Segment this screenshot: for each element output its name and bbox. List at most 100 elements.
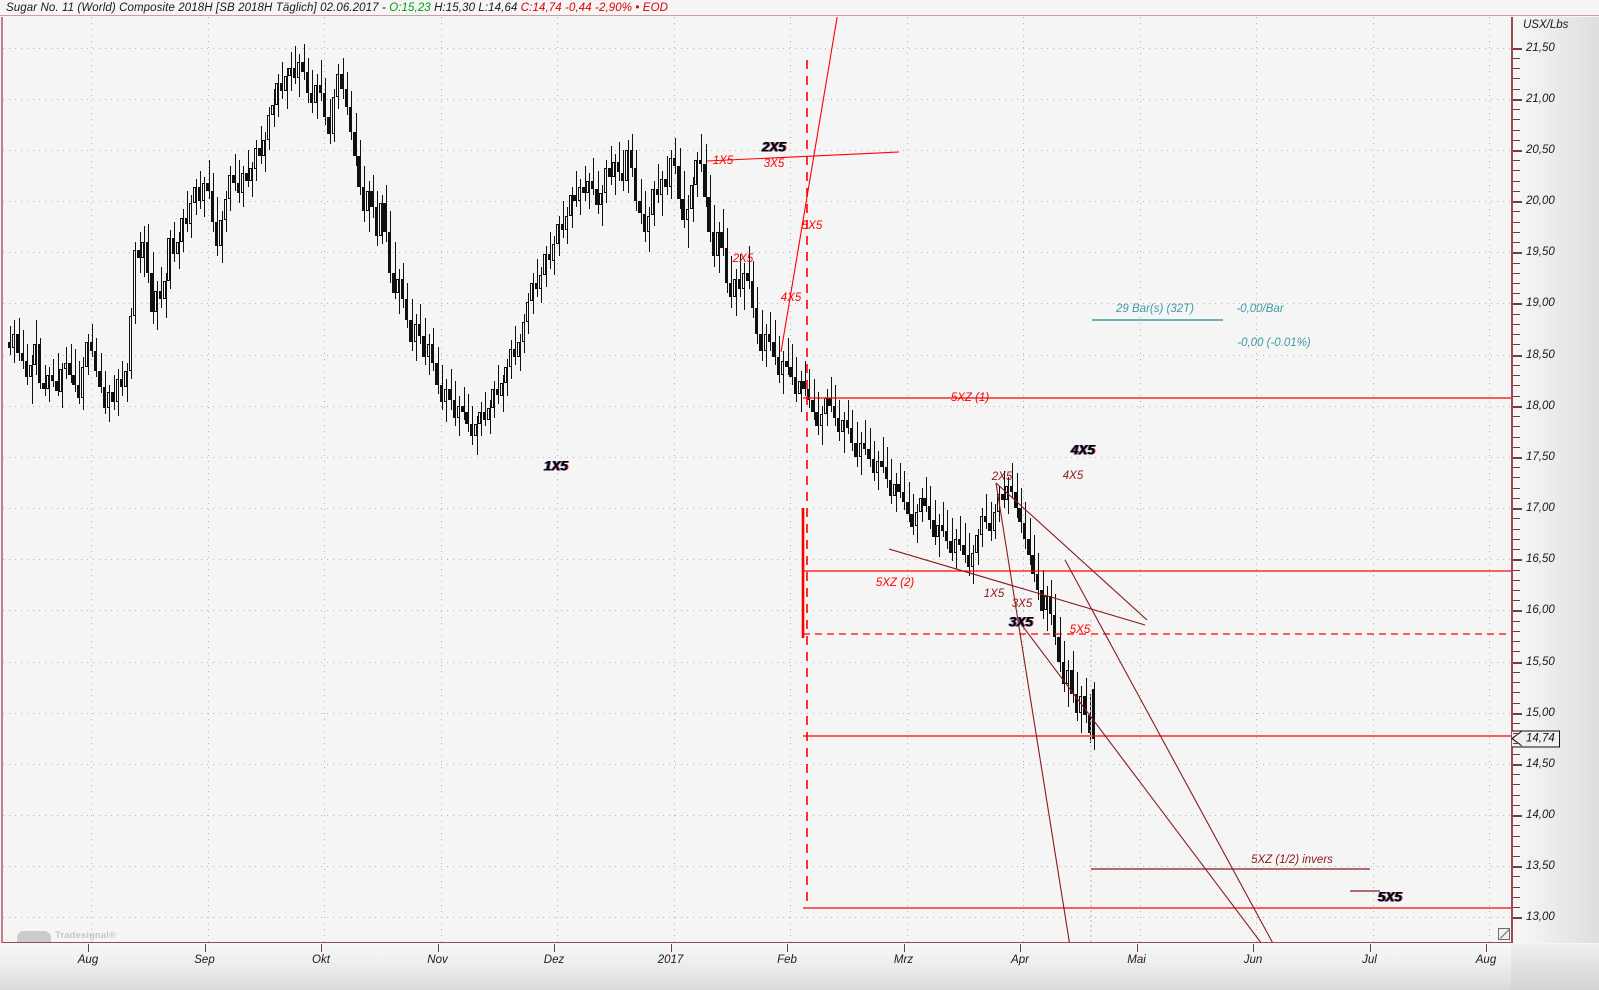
candle-body [906, 502, 910, 515]
price-axis-label: 18,50 [1526, 348, 1555, 361]
candle-wick [312, 70, 314, 114]
price-axis-tick [1513, 221, 1520, 223]
gann-angle-5x5-down[interactable] [1017, 619, 1274, 943]
candle-body [392, 272, 395, 294]
candle-wick [951, 518, 953, 562]
candle-wick [433, 328, 435, 372]
candle-body [491, 389, 495, 408]
candle-wick [830, 377, 832, 412]
candle-wick [109, 385, 111, 423]
price-axis[interactable]: USX/Lbs 14,74 21,50 21,00 20,50 20,00 19,50 1… [1511, 17, 1599, 943]
candle-body [232, 174, 236, 183]
candle-body [456, 405, 460, 419]
candle-body [893, 483, 897, 496]
price-axis-tick [1513, 896, 1520, 898]
candle-body [1091, 689, 1095, 740]
price-axis-tick [1513, 57, 1520, 59]
candle-wick [744, 262, 746, 310]
gridline-horizontal [3, 866, 1511, 868]
candle-wick [14, 319, 16, 363]
gridline-horizontal [3, 815, 1511, 817]
candle-body [914, 512, 918, 527]
candle-wick [550, 231, 551, 269]
price-axis-tick-major [1513, 47, 1522, 50]
price-axis-label: 14,50 [1526, 757, 1555, 770]
candle-wick [541, 266, 543, 304]
price-axis-tick [1513, 518, 1520, 520]
gridline-horizontal [3, 917, 1511, 919]
candle-wick [53, 358, 55, 388]
price-axis-tick [1513, 620, 1520, 622]
candle-body [932, 520, 935, 537]
candle-wick [226, 190, 227, 232]
candle-body [102, 387, 106, 408]
date-axis-label: Jul [1362, 954, 1377, 966]
price-axis-tick [1513, 88, 1520, 90]
candle-body [1065, 669, 1069, 685]
candle-wick [990, 502, 992, 541]
candle-wick [87, 334, 89, 376]
candle-wick [515, 326, 517, 365]
price-axis-tick [1513, 242, 1520, 244]
candle-body [361, 186, 365, 212]
candle-body [29, 364, 33, 378]
candle-body [785, 360, 789, 367]
candle-body [798, 381, 802, 394]
candle-wick [852, 409, 854, 451]
gann-angle-1x5-top[interactable] [706, 151, 900, 162]
candle-wick [537, 258, 538, 298]
candle-body [836, 418, 840, 433]
candle-body [1009, 485, 1013, 492]
price-axis-tick [1513, 477, 1520, 479]
date-axis-tick [1020, 944, 1021, 952]
candle-wick [964, 522, 966, 564]
candle-wick [407, 283, 409, 328]
candle-body [664, 178, 668, 187]
candle-body [469, 424, 473, 437]
price-axis-tick [1513, 436, 1520, 438]
candle-body [24, 360, 28, 378]
gridline-horizontal [3, 712, 1511, 714]
candle-body [206, 182, 210, 191]
price-axis-label: 13,00 [1526, 911, 1555, 924]
gridline-vertical [1023, 17, 1024, 942]
candle-body [854, 442, 858, 457]
candle-body [802, 381, 806, 390]
price-axis-label: 16,50 [1526, 553, 1555, 566]
price-axis-tick [1513, 364, 1520, 366]
candle-wick [662, 170, 664, 216]
candle-wick [645, 190, 646, 243]
candle-wick [869, 428, 871, 468]
resize-handle-icon[interactable] [1498, 928, 1510, 940]
candle-body [258, 148, 262, 157]
chart-plot-area[interactable]: 1X5 2X5 3X5 2X5 5X5 4X5 1X5 5XZ (1) 5XZ (2) 4X5 2X… [1, 17, 1511, 943]
candle-body [370, 190, 374, 208]
gann-label-1x5: 1X5 [543, 458, 569, 474]
gann-label-5x5: 5X5 [1377, 889, 1403, 905]
candle-body [132, 250, 136, 316]
candle-wick [511, 340, 513, 380]
candle-wick [839, 399, 841, 441]
gann-label-4x5: 4X5 [780, 292, 802, 304]
candle-wick [61, 362, 63, 408]
gann-angle-long-down[interactable] [1064, 559, 1282, 943]
candle-body [521, 321, 525, 343]
candle-wick [355, 113, 357, 167]
candle-wick [843, 412, 845, 453]
price-axis-tick [1513, 446, 1520, 448]
price-axis-label: 14,00 [1526, 809, 1555, 822]
price-axis-tick [1513, 467, 1520, 469]
candle-body [184, 217, 188, 224]
price-axis-tick-major [1513, 661, 1522, 664]
price-axis-tick [1513, 589, 1520, 591]
candle-body [806, 389, 810, 400]
candle-wick [299, 53, 301, 97]
date-axis[interactable]: Aug Sep Okt Nov Dez 2017 Feb Mrz Apr Mai Jun Jul Aug [0, 944, 1511, 990]
candle-wick [143, 225, 145, 277]
candle-body [296, 62, 300, 79]
candle-wick [459, 395, 461, 437]
candle-body [249, 168, 253, 181]
candle-wick [165, 272, 167, 318]
gann-angle-3x5-steep[interactable] [995, 482, 1077, 943]
last-price-marker: 14,74 [1511, 730, 1560, 748]
